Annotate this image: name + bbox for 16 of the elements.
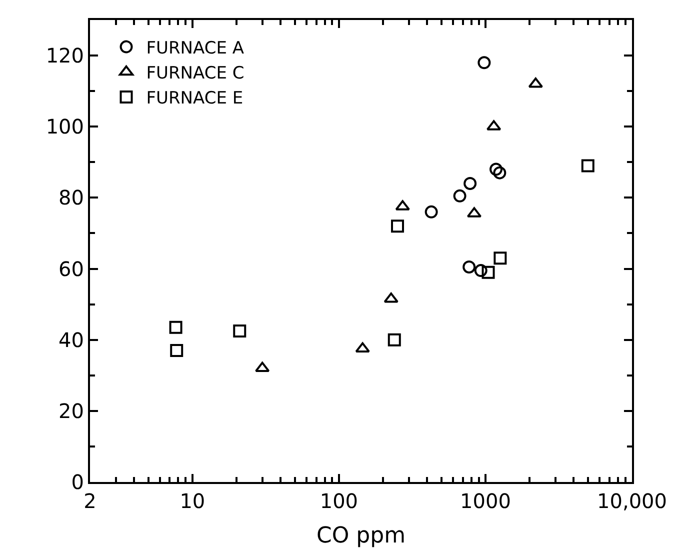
y-tick-label: 80 — [58, 186, 84, 210]
x-tick-label: 10,000 — [597, 489, 667, 513]
x-tick-label: 1000 — [460, 489, 511, 513]
x-tick-label: 10 — [180, 489, 206, 513]
y-tick-label: 60 — [58, 256, 84, 281]
x-tick-label: 2 — [84, 489, 96, 513]
x-tick-label: 100 — [320, 489, 358, 513]
x-axis-title: CO ppm — [316, 523, 406, 548]
y-tick-label: 0 — [71, 470, 84, 494]
legend-label: FURNACE A — [146, 38, 244, 58]
y-tick-label: 40 — [58, 328, 84, 352]
y-tick-label: 100 — [46, 114, 84, 139]
y-tick-label: 120 — [46, 44, 84, 68]
legend-label: FURNACE E — [146, 88, 244, 109]
y-tick-label: 20 — [58, 398, 84, 423]
legend-label: FURNACE C — [146, 64, 244, 84]
